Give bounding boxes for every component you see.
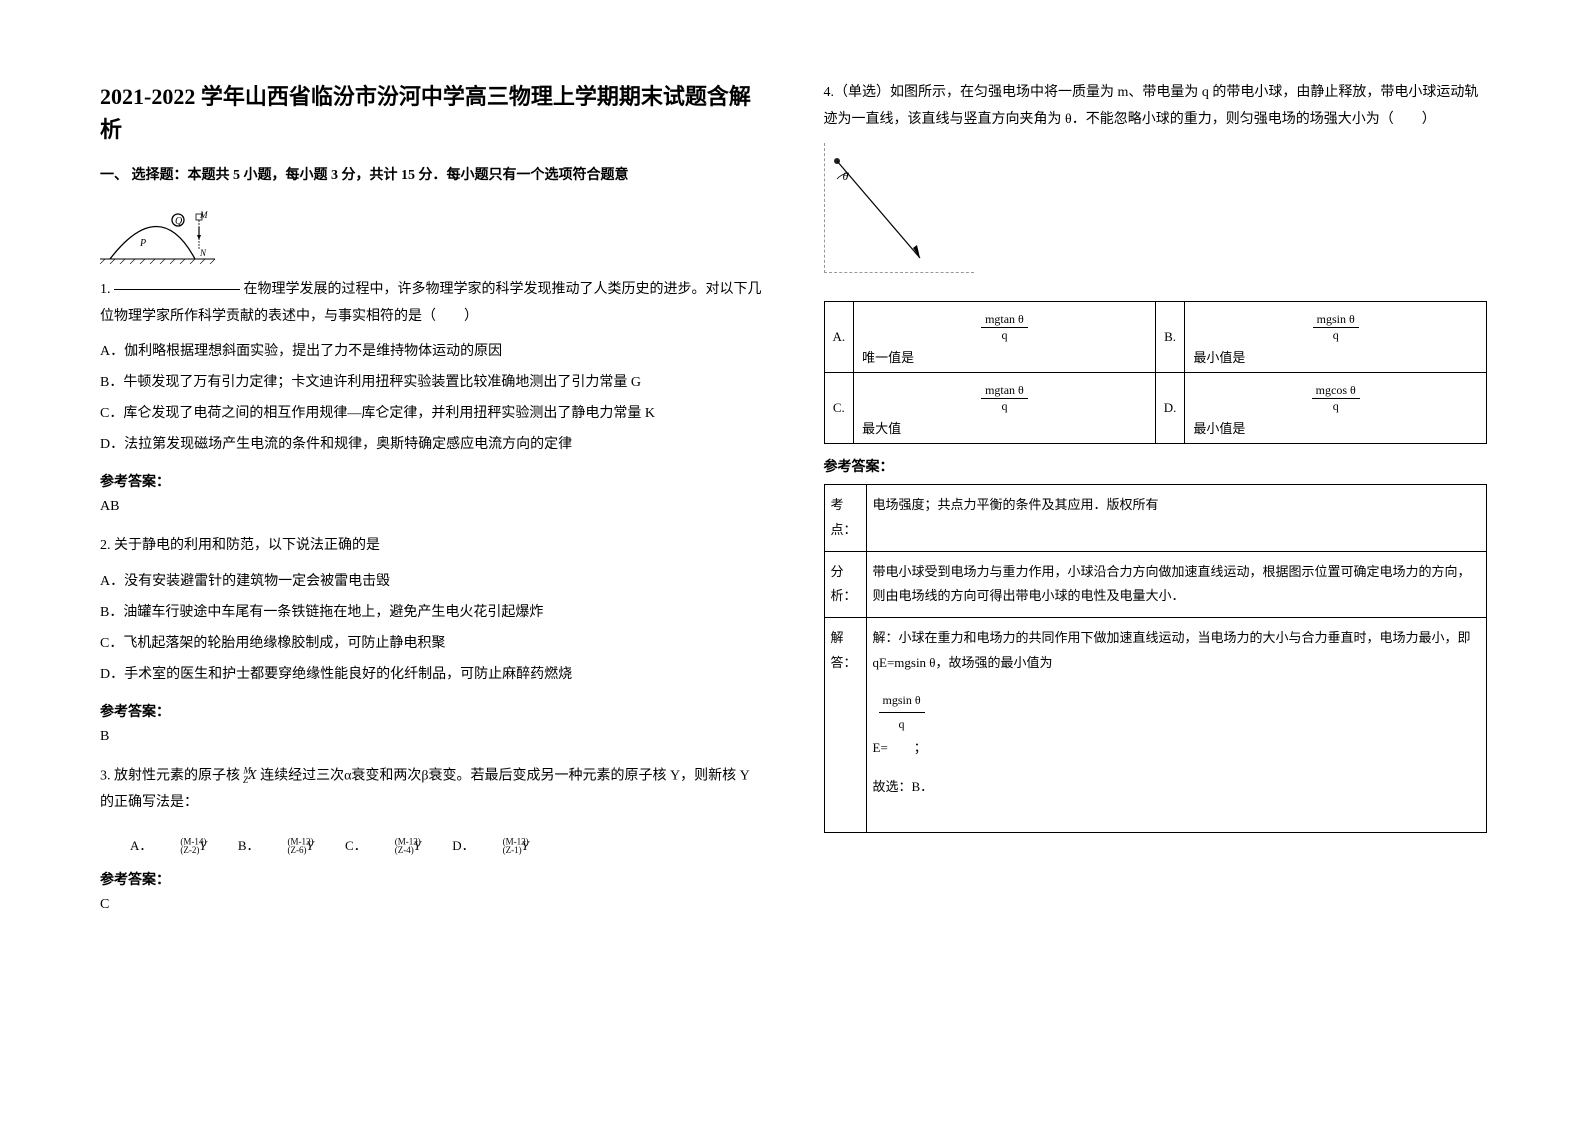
svg-text:M: M [199,210,208,220]
jd-label: 解答： [824,617,866,832]
q2-option-b: B．油罐车行驶途中车尾有一条铁链拖在地上，避免产生电火花引起爆炸 [100,599,764,627]
q1-answer-label: 参考答案： [100,471,764,491]
fx-label: 分析： [824,551,866,617]
q3-option-a: A．(M-14)(Z-2)Y [130,838,207,853]
jd-line2: 故选：B． [873,775,1481,800]
svg-text:P: P [139,238,146,249]
q1-option-b: B．牛顿发现了万有引力定律；卡文迪许利用扭秤实验装置比较准确地测出了引力常量 G [100,369,764,397]
document-title: 2021-2022 学年山西省临汾市汾河中学高三物理上学期期末试题含解析 [100,80,764,146]
q4-opt-d-label: D. [1155,373,1185,444]
q4-figure: θ [824,143,974,273]
q4-opt-c-label: C. [824,373,854,444]
q3-option-c: C．(M-12)(Z-4)Y [345,838,421,853]
q1-figure: Q P N M [100,204,764,269]
q3-answer-label: 参考答案： [100,869,764,889]
q1-num: 1. [100,282,114,297]
q1-option-a: A．伽利略根据理想斜面实验，提出了力不是维持物体运动的原因 [100,338,764,366]
question-3: 3. 放射性元素的原子核 MZX 连续经过三次α衰变和两次β衰变。若最后变成另一… [100,763,764,913]
kd-text: 电场强度；共点力平衡的条件及其应用．版权所有 [866,485,1487,551]
q4-opt-c-cell: mgtan θq 最大值 [854,373,1156,444]
jd-line1: 解：小球在重力和电场力的共同作用下做加速直线运动，当电场力的大小与合力垂直时，电… [873,626,1481,675]
q3-stem: 3. 放射性元素的原子核 MZX 连续经过三次α衰变和两次β衰变。若最后变成另一… [100,763,764,817]
section-intro: 一、 选择题：本题共 5 小题，每小题 3 分，共计 15 分．每小题只有一个选… [100,164,764,184]
right-column: 4.（单选）如图所示，在匀强电场中将一质量为 m、带电量为 q 的带电小球，由静… [824,80,1488,1082]
q1-option-c: C．库仑发现了电荷之间的相互作用规律—库仑定律，并利用扭秤实验测出了静电力常量 … [100,400,764,428]
kd-label: 考点： [824,485,866,551]
q3-stem-a: 3. 放射性元素的原子核 [100,768,244,783]
q2-stem: 2. 关于静电的利用和防范，以下说法正确的是 [100,533,764,560]
jd-cell: 解：小球在重力和电场力的共同作用下做加速直线运动，当电场力的大小与合力垂直时，电… [866,617,1487,832]
q3-nucleus-x: MZX [244,768,257,783]
question-1: Q P N M 1. 在物理学发展的过程中，许多物理学家的科学发现推动了人类历史… [100,204,764,515]
theta-label: θ [843,169,849,184]
q4-opt-a-label: A. [824,302,854,373]
q1-stem: 1. 在物理学发展的过程中，许多物理学家的科学发现推动了人类历史的进步。对以下几… [100,277,764,330]
q4-stem: 4.（单选）如图所示，在匀强电场中将一质量为 m、带电量为 q 的带电小球，由静… [824,80,1488,133]
q4-opt-a-cell: mgtan θq 唯一值是 [854,302,1156,373]
q4-answer-label: 参考答案： [824,456,1488,476]
q1-answer: AB [100,499,764,515]
q3-options: A．(M-14)(Z-2)Y B．(M-12)(Z-6)Y C．(M-12)(Z… [130,835,764,856]
left-column: 2021-2022 学年山西省临汾市汾河中学高三物理上学期期末试题含解析 一、 … [100,80,764,1082]
question-4: 4.（单选）如图所示，在匀强电场中将一质量为 m、带电量为 q 的带电小球，由静… [824,80,1488,833]
q2-answer: B [100,729,764,745]
fx-text: 带电小球受到电场力与重力作用，小球沿合力方向做加速直线运动，根据图示位置可确定电… [866,551,1487,617]
q2-option-c: C．飞机起落架的轮胎用绝缘橡胶制成，可防止静电积聚 [100,630,764,658]
svg-text:Q: Q [175,216,183,227]
question-2: 2. 关于静电的利用和防范，以下说法正确的是 A．没有安装避雷针的建筑物一定会被… [100,533,764,745]
q4-opt-b-label: B. [1155,302,1185,373]
q3-option-d: D．(M-12)(Z-1)Y [452,838,529,853]
q2-answer-label: 参考答案： [100,701,764,721]
q4-opt-d-cell: mgcos θq 最小值是 [1185,373,1487,444]
q2-option-d: D．手术室的医生和护士都要穿绝缘性能良好的化纤制品，可防止麻醉药燃烧 [100,661,764,689]
jd-e: E= [873,740,888,755]
q4-explain-table: 考点： 电场强度；共点力平衡的条件及其应用．版权所有 分析： 带电小球受到电场力… [824,484,1488,833]
svg-text:N: N [199,248,207,258]
q4-opt-b-cell: mgsin θq 最小值是 [1185,302,1487,373]
q1-option-d: D．法拉第发现磁场产生电流的条件和规律，奥斯特确定感应电流方向的定律 [100,431,764,459]
q3-option-b: B．(M-12)(Z-6)Y [238,838,314,853]
q4-option-table: A. mgtan θq 唯一值是 B. mgsin θq 最小值是 C. mgt… [824,301,1488,444]
q3-answer: C [100,897,764,913]
q2-option-a: A．没有安装避雷针的建筑物一定会被雷电击毁 [100,568,764,596]
